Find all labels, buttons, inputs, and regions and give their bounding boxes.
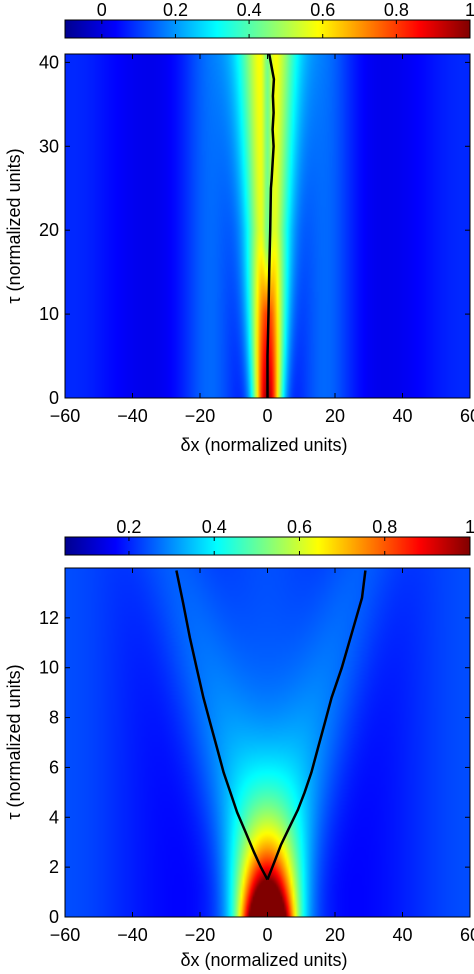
y-tick-label: 30 bbox=[39, 136, 59, 156]
y-tick-label: 4 bbox=[49, 807, 59, 827]
top-x-axis-label: δx (normalized units) bbox=[180, 435, 347, 455]
bottom-axis-ticks: −60 −40 −20 0 20 40 60 0 2 4 6 8 10 12 bbox=[39, 568, 474, 945]
colorbar-tick-label: 1 bbox=[465, 0, 474, 20]
x-tick-label: −60 bbox=[50, 925, 81, 945]
colorbar-tick-label: 0.2 bbox=[116, 517, 141, 537]
x-tick-label: −20 bbox=[185, 406, 216, 426]
bottom-heatmap-panel: 0.20.40.60.81 −60−40−200204060024681012 … bbox=[4, 517, 474, 970]
x-tick-label: 20 bbox=[325, 406, 345, 426]
y-tick-label: 0 bbox=[49, 907, 59, 927]
x-tick-label: −60 bbox=[50, 406, 81, 426]
top-y-axis-label: τ (normalized units) bbox=[4, 148, 24, 303]
colorbar-tick-label: 0.4 bbox=[237, 0, 262, 20]
y-tick-label: 2 bbox=[49, 857, 59, 877]
colorbar-tick-label: 1 bbox=[465, 517, 474, 537]
colorbar-tick-label: 0.6 bbox=[287, 517, 312, 537]
bottom-left-curve bbox=[175, 570, 269, 881]
colorbar-tick-label: 0 bbox=[97, 0, 107, 20]
colorbar-tick-label: 0.4 bbox=[202, 517, 227, 537]
y-tick-label: 12 bbox=[39, 608, 59, 628]
y-tick-label: 20 bbox=[39, 220, 59, 240]
x-tick-label: −40 bbox=[117, 925, 148, 945]
top-colorbar-ticks: 0 0.2 0.4 0.6 0.8 1 bbox=[97, 0, 474, 38]
x-tick-label: −40 bbox=[117, 406, 148, 426]
x-tick-label: −20 bbox=[185, 925, 216, 945]
y-tick-label: 6 bbox=[49, 757, 59, 777]
top-heatmap-panel: 0 0.2 0.4 0.6 0.8 1 −60 −40 −20 0 20 40 60 0 10 20 30 40… bbox=[4, 0, 474, 455]
x-tick-label: 0 bbox=[262, 406, 272, 426]
bottom-colorbar bbox=[65, 537, 470, 555]
top-centroid-curve bbox=[266, 53, 276, 398]
x-tick-label: 0 bbox=[262, 925, 272, 945]
bottom-right-curve bbox=[266, 570, 367, 881]
colorbar-tick-label: 0.8 bbox=[384, 0, 409, 20]
y-tick-label: 10 bbox=[39, 304, 59, 324]
x-tick-label: 40 bbox=[392, 925, 412, 945]
y-tick-label: 0 bbox=[49, 388, 59, 408]
colorbar-tick-label: 0.2 bbox=[163, 0, 188, 20]
x-tick-label: 60 bbox=[460, 406, 474, 426]
bottom-colorbar-ticks: 0.2 0.4 0.6 0.8 1 bbox=[116, 517, 474, 555]
y-tick-label: 40 bbox=[39, 52, 59, 72]
x-tick-label: 60 bbox=[460, 925, 474, 945]
x-tick-label: 40 bbox=[392, 406, 412, 426]
top-axis-ticks: −60 −40 −20 0 20 40 60 0 10 20 30 40 bbox=[39, 52, 474, 426]
y-tick-label: 10 bbox=[39, 658, 59, 678]
y-tick-label: 8 bbox=[49, 708, 59, 728]
bottom-heatmap-image bbox=[65, 568, 470, 917]
bottom-x-axis-label: δx (normalized units) bbox=[180, 950, 347, 970]
x-tick-label: 20 bbox=[325, 925, 345, 945]
colorbar-tick-label: 0.6 bbox=[310, 0, 335, 20]
bottom-y-axis-label: τ (normalized units) bbox=[4, 664, 24, 819]
colorbar-tick-label: 0.8 bbox=[372, 517, 397, 537]
top-colorbar bbox=[65, 20, 470, 38]
